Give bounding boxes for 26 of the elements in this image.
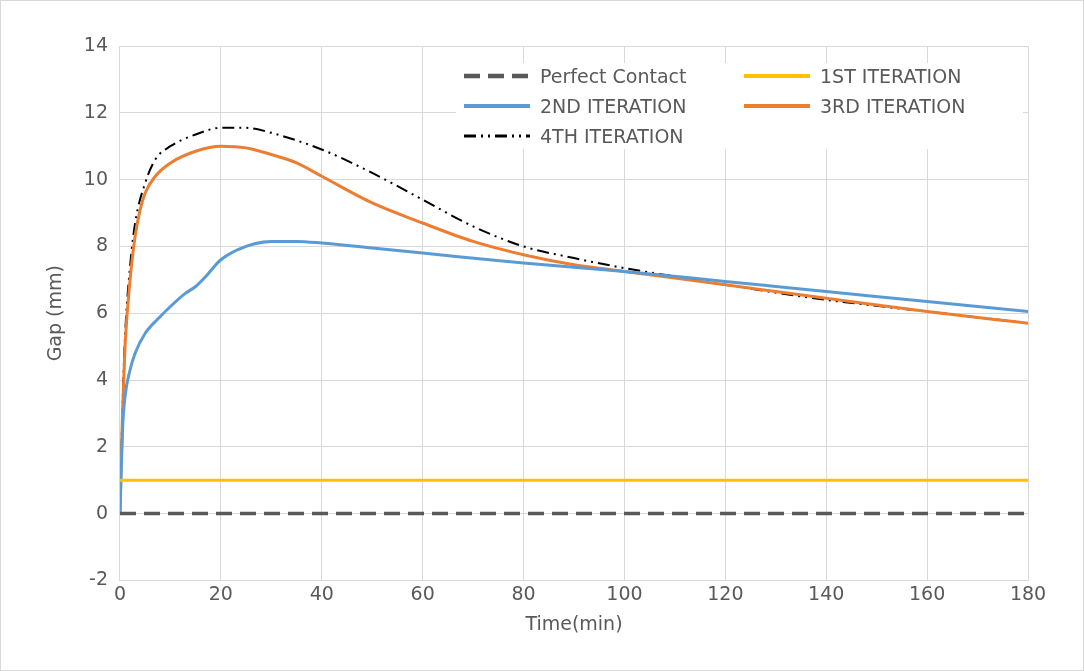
y-axis-title: Gap (mm) [43, 265, 66, 362]
x-tick-label: 180 [1009, 581, 1047, 604]
x-tick-label: 140 [808, 581, 845, 604]
legend-label: 1ST ITERATION [820, 65, 962, 87]
x-tick-label: 80 [511, 581, 536, 604]
x-tick-label: 20 [208, 581, 233, 604]
x-tick-label: 160 [908, 581, 946, 604]
x-tick-label: 100 [606, 581, 643, 604]
legend-label: 3RD ITERATION [820, 95, 966, 117]
y-tick-label: 8 [95, 233, 108, 256]
y-tick-label: 10 [83, 166, 108, 189]
y-tick-label: 6 [95, 300, 108, 323]
legend-label: Perfect Contact [540, 65, 687, 87]
y-tick-label: 4 [95, 366, 108, 389]
x-tick-label: 40 [309, 581, 334, 604]
y-tick-label: 2 [95, 433, 108, 456]
y-tick-label: -2 [89, 567, 108, 590]
x-tick-label: 120 [707, 581, 744, 604]
y-tick-label: 12 [83, 99, 108, 122]
y-tick-label: 14 [83, 32, 108, 55]
x-tick-label: 0 [113, 581, 127, 604]
y-tick-label: 0 [95, 500, 108, 523]
legend-label: 2ND ITERATION [540, 95, 687, 117]
x-tick-label: 60 [410, 581, 435, 604]
x-axis-title: Time(min) [524, 611, 623, 634]
legend-label: 4TH ITERATION [540, 125, 684, 147]
